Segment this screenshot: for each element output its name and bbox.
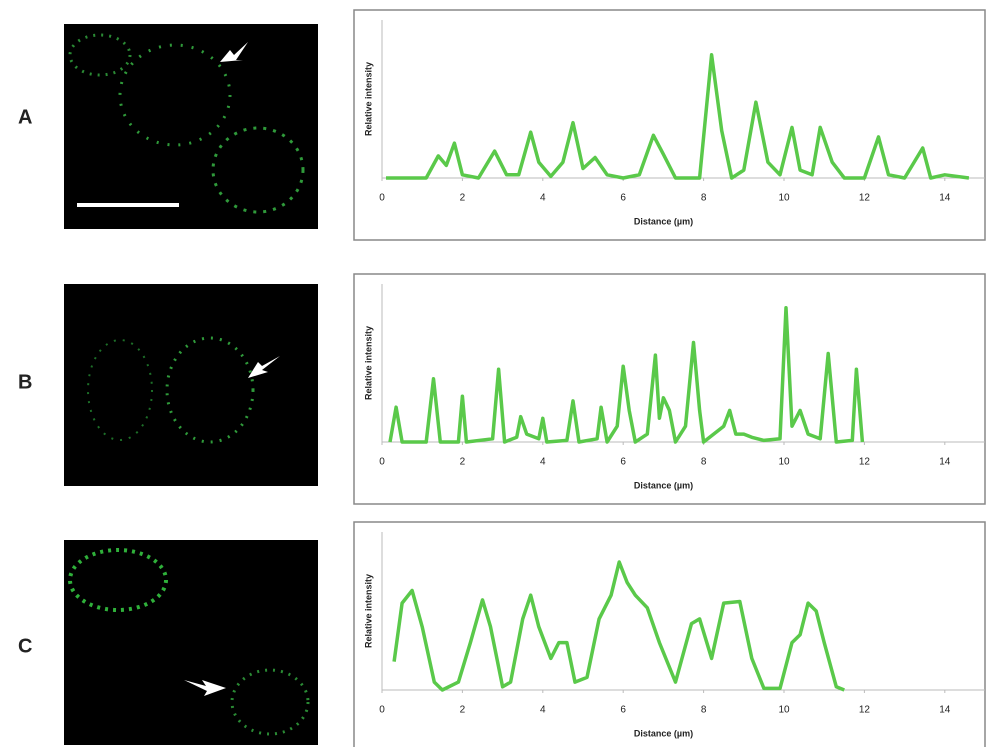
x-tick-label: 0 <box>379 193 385 204</box>
x-tick-label: 4 <box>540 705 546 716</box>
intensity-line <box>388 305 865 444</box>
x-tick-label: 6 <box>620 705 626 716</box>
x-tick-label: 12 <box>859 457 871 468</box>
x-tick-label: 6 <box>620 457 626 468</box>
y-axis-label: Relative intensity <box>363 574 373 648</box>
x-axis-label: Distance (µm) <box>634 216 693 226</box>
panel-label: A <box>18 106 32 128</box>
chart-frame <box>353 9 986 241</box>
x-tick-label: 4 <box>540 193 546 204</box>
x-tick-label: 10 <box>778 193 790 204</box>
y-axis-label: Relative intensity <box>363 62 373 136</box>
x-tick-label: 8 <box>701 193 707 204</box>
x-tick-label: 14 <box>939 193 951 204</box>
x-tick-label: 0 <box>379 705 385 716</box>
x-tick-label: 8 <box>701 705 707 716</box>
x-tick-label: 8 <box>701 457 707 468</box>
micrograph-b <box>64 284 318 486</box>
chart-frame <box>353 273 986 505</box>
x-axis-label: Distance (µm) <box>634 728 693 738</box>
panel-label: B <box>18 371 32 393</box>
x-tick-label: 0 <box>379 457 385 468</box>
x-tick-label: 4 <box>540 457 546 468</box>
y-axis-label: Relative intensity <box>363 326 373 400</box>
x-tick-label: 12 <box>859 193 871 204</box>
chart-frame <box>353 521 986 747</box>
x-tick-label: 14 <box>939 457 951 468</box>
panel-label: C <box>18 635 32 657</box>
x-tick-label: 12 <box>859 705 871 716</box>
x-tick-label: 2 <box>460 193 466 204</box>
x-tick-label: 10 <box>778 705 790 716</box>
intensity-line <box>386 53 970 180</box>
x-tick-label: 6 <box>620 193 626 204</box>
x-tick-label: 2 <box>460 457 466 468</box>
x-tick-label: 10 <box>778 457 790 468</box>
micrograph-c <box>64 540 318 745</box>
intensity-line <box>392 560 845 692</box>
micrograph-a <box>64 24 318 229</box>
x-tick-label: 2 <box>460 705 466 716</box>
x-axis-label: Distance (µm) <box>634 480 693 490</box>
x-tick-label: 14 <box>939 705 951 716</box>
